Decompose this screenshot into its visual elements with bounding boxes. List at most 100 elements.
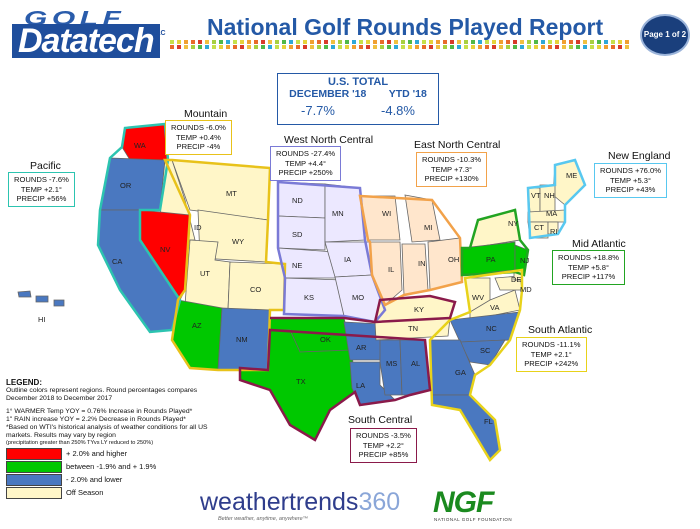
legend-line-7: (precipitation greater than 250% TYvs LY… (6, 439, 154, 446)
state-label-or: OR (120, 181, 132, 190)
us-total-ytd-value: -4.8% (381, 103, 415, 118)
state-label-co: CO (250, 285, 261, 294)
dot-strip-cell (205, 45, 209, 49)
state-label-wv: WV (472, 293, 484, 302)
state-label-mi: MI (424, 223, 432, 232)
legend-label-green: between -1.9% and + 1.9% (66, 462, 157, 471)
mountain-temp: TEMP +0.4% (176, 132, 221, 142)
dot-strip-cell (219, 40, 223, 44)
dot-strip-cell (443, 45, 447, 49)
state-label-ga: GA (455, 368, 466, 377)
dot-strip-cell (471, 40, 475, 44)
dot-strip-cell (345, 40, 349, 44)
dot-strip-cell (226, 45, 230, 49)
weathertrends-word: weathertrends (200, 488, 359, 516)
dot-strip-cell (576, 40, 580, 44)
region-outline-mountain (163, 158, 287, 372)
dot-strip-cell (170, 45, 174, 49)
region-box-mountain: ROUNDS -6.0% TEMP +0.4% PRECIP -4% (165, 120, 232, 155)
region-name-pacific: Pacific (30, 160, 61, 172)
state-label-nd: ND (292, 196, 303, 205)
dot-strip-cell (457, 40, 461, 44)
us-total-month-label: DECEMBER '18 (289, 88, 367, 100)
region-box-ne: ROUNDS +76.0% TEMP +5.3° PRECIP +43% (594, 163, 667, 198)
dot-strip-cell (527, 45, 531, 49)
dot-strip-cell (422, 45, 426, 49)
dot-strip-cell (513, 45, 517, 49)
wnc-temp: TEMP +4.4° (284, 158, 327, 168)
dot-strip-cell (233, 45, 237, 49)
dot-strip-cell (534, 45, 538, 49)
region-name-wnc: West North Central (284, 134, 374, 146)
dot-strip-cell (464, 40, 468, 44)
dot-strip-cell (499, 40, 503, 44)
region-outline-ma (460, 208, 530, 277)
dot-strip-cell (247, 40, 251, 44)
region-outline-pacific (96, 122, 182, 334)
region-outline-enc (358, 194, 464, 307)
legend-swatch-green (6, 460, 62, 473)
state-label-wy: WY (232, 237, 244, 246)
dot-strip-cell (618, 40, 622, 44)
dot-strip-cell (345, 45, 349, 49)
dot-strip-cell (408, 40, 412, 44)
dot-strip-cell (205, 40, 209, 44)
region-name-mountain: Mountain (184, 108, 228, 120)
state-label-md: MD (520, 285, 532, 294)
state-label-pa: PA (486, 255, 495, 264)
state-label-tn: TN (408, 324, 418, 333)
dot-strip-cell (289, 40, 293, 44)
dot-strip-cell (436, 40, 440, 44)
region-box-wnc: ROUNDS -27.4% TEMP +4.4° PRECIP +250% (270, 146, 342, 181)
mountain-rounds: ROUNDS -6.0% (171, 123, 226, 132)
dot-strip-cell (534, 40, 538, 44)
ngf-subtitle: NATIONAL GOLF FOUNDATION (434, 517, 513, 522)
dot-strip-cell (520, 40, 524, 44)
dot-strip-cell (254, 40, 258, 44)
ne-rounds: ROUNDS +76.0% (600, 166, 661, 175)
region-name-sa: South Atlantic (528, 324, 593, 336)
legend-line-5: *Based on WTI's historical analysis of w… (6, 423, 208, 431)
sa-rounds: ROUNDS -11.1% (522, 340, 581, 349)
dot-strip-cell (548, 40, 552, 44)
state-label-id: ID (194, 223, 202, 232)
dot-strip-cell (317, 40, 321, 44)
legend-text: LEGEND: Outline colors represent regions… (6, 379, 236, 447)
weathertrends-tagline: Better weather, anytime, anywhere™ (218, 516, 309, 522)
dot-strip-cell (240, 40, 244, 44)
state-label-ks: KS (304, 293, 314, 302)
dot-strip-cell (401, 40, 405, 44)
dot-strip-cell (184, 45, 188, 49)
dot-strip-cell (562, 45, 566, 49)
dot-strip-cell (317, 45, 321, 49)
dot-strip-cell (373, 40, 377, 44)
region-box-sa: ROUNDS -11.1% TEMP +2.1° PRECIP +242% (516, 337, 587, 372)
dot-strip-cell (352, 40, 356, 44)
sc-temp: TEMP +2.2° (362, 440, 404, 450)
state-hi-2 (35, 295, 49, 303)
dot-strip-cell (247, 45, 251, 49)
dot-strip-cell (513, 40, 517, 44)
dot-strip-cell (506, 45, 510, 49)
legend-line-4: 1" RAIN increase YOY = 2.2% Decrease in … (6, 416, 186, 424)
legend-swatch-row: + 2.0% and higher (6, 447, 127, 460)
state-label-wi: WI (382, 209, 391, 218)
us-total-ytd-label: YTD '18 (388, 88, 427, 100)
sa-precip: PRECIP +242% (524, 359, 579, 368)
state-az (171, 299, 223, 371)
legend-swatch-red (6, 447, 62, 460)
dot-strip-cell (254, 45, 258, 49)
dot-strip-cell (366, 40, 370, 44)
state-label-ma: MA (546, 209, 557, 218)
state-label-nc: NC (486, 324, 497, 333)
dot-strip-cell (408, 45, 412, 49)
dot-strip-cell (275, 45, 279, 49)
region-box-ma: ROUNDS +18.8% TEMP +5.8° PRECIP +117% (552, 250, 625, 285)
ngf-logo: NGF (433, 486, 494, 519)
legend-line-6: markets. Results may vary by region (6, 431, 116, 439)
state-label-me: ME (566, 171, 577, 180)
dot-strip-cell (541, 45, 545, 49)
state-label-la: LA (356, 381, 365, 390)
dot-strip-cell (233, 40, 237, 44)
pacific-precip: PRECIP +56% (16, 194, 67, 203)
